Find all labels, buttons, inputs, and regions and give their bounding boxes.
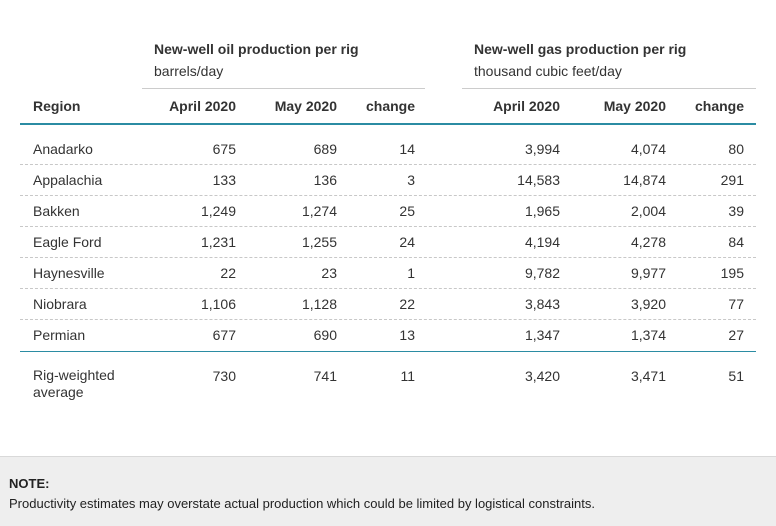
note-label: NOTE: xyxy=(9,476,50,491)
cell-gas-may: 9,977 xyxy=(630,265,666,281)
cell-gas-change: 84 xyxy=(728,234,744,250)
oil-group-header: New-well oil production per rig barrels/… xyxy=(154,40,359,80)
row-separator xyxy=(20,288,756,289)
cell-gas-change: 77 xyxy=(728,296,744,312)
cell-gas-april: 1,965 xyxy=(524,203,560,219)
cell-gas-change: 39 xyxy=(728,203,744,219)
cell-oil-april: 677 xyxy=(212,327,236,343)
average-label-line1: Rig-weighted xyxy=(33,367,115,383)
cell-oil-change: 3 xyxy=(407,172,415,188)
cell-gas-may: 3,920 xyxy=(630,296,666,312)
cell-gas-may: 14,874 xyxy=(623,172,666,188)
gas-group-unit: thousand cubic feet/day xyxy=(474,63,622,79)
cell-region: Haynesville xyxy=(33,265,105,281)
cell-oil-may: 1,255 xyxy=(301,234,337,250)
cell-region: Eagle Ford xyxy=(33,234,102,250)
cell-gas-april: 1,347 xyxy=(524,327,560,343)
cell-region: Anadarko xyxy=(33,141,93,157)
cell-gas-may: 4,278 xyxy=(630,234,666,250)
cell-gas-change: 195 xyxy=(720,265,744,281)
gas-group-title: New-well gas production per rig xyxy=(474,41,687,57)
oil-group-title: New-well oil production per rig xyxy=(154,41,359,57)
cell-oil-april: 1,231 xyxy=(200,234,236,250)
cell-gas-may: 2,004 xyxy=(630,203,666,219)
cell-oil-april: 1,249 xyxy=(200,203,236,219)
cell-region: Bakken xyxy=(33,203,80,219)
column-header-oil-change: change xyxy=(365,98,415,114)
cell-gas-april: 9,782 xyxy=(524,265,560,281)
note-text: Productivity estimates may overstate act… xyxy=(9,496,595,511)
cell-oil-may: 136 xyxy=(313,172,337,188)
cell-oil-may: 1,274 xyxy=(301,203,337,219)
column-header-gas-april: April 2020 xyxy=(493,98,560,114)
cell-oil-change: 25 xyxy=(399,203,415,219)
gas-group-divider xyxy=(462,88,756,89)
cell-gas-may: 4,074 xyxy=(630,141,666,157)
cell-gas-change: 291 xyxy=(720,172,744,188)
cell-oil-april: 1,106 xyxy=(200,296,236,312)
cell-gas-april: 14,583 xyxy=(517,172,560,188)
cell-oil-change: 24 xyxy=(399,234,415,250)
header-divider xyxy=(20,123,756,125)
average-gas-may: 3,471 xyxy=(630,368,666,384)
column-header-gas-may: May 2020 xyxy=(603,98,666,114)
average-divider xyxy=(20,351,756,352)
cell-gas-may: 1,374 xyxy=(630,327,666,343)
cell-gas-change: 27 xyxy=(728,327,744,343)
cell-oil-april: 22 xyxy=(220,265,236,281)
row-separator xyxy=(20,257,756,258)
oil-group-divider xyxy=(142,88,425,89)
cell-oil-may: 23 xyxy=(321,265,337,281)
column-header-region: Region xyxy=(33,98,81,114)
cell-region: Niobrara xyxy=(33,296,87,312)
cell-oil-change: 1 xyxy=(407,265,415,281)
cell-oil-may: 1,128 xyxy=(301,296,337,312)
cell-gas-april: 3,843 xyxy=(524,296,560,312)
cell-gas-change: 80 xyxy=(728,141,744,157)
column-header-oil-april: April 2020 xyxy=(169,98,236,114)
cell-gas-april: 4,194 xyxy=(524,234,560,250)
gas-group-header: New-well gas production per rig thousand… xyxy=(474,40,686,80)
cell-gas-april: 3,994 xyxy=(524,141,560,157)
cell-oil-may: 690 xyxy=(313,327,337,343)
row-separator xyxy=(20,164,756,165)
cell-region: Permian xyxy=(33,327,86,343)
row-separator xyxy=(20,226,756,227)
cell-oil-change: 22 xyxy=(399,296,415,312)
average-oil-change: 11 xyxy=(400,368,415,384)
row-separator xyxy=(20,195,756,196)
average-label-line2: average xyxy=(33,384,84,400)
average-oil-may: 741 xyxy=(313,368,337,384)
average-gas-april: 3,420 xyxy=(524,368,560,384)
cell-oil-change: 13 xyxy=(399,327,415,343)
cell-oil-april: 133 xyxy=(212,172,236,188)
oil-group-unit: barrels/day xyxy=(154,63,224,79)
cell-oil-may: 689 xyxy=(313,141,337,157)
average-gas-change: 51 xyxy=(728,368,744,384)
cell-oil-april: 675 xyxy=(212,141,236,157)
column-header-oil-may: May 2020 xyxy=(274,98,337,114)
column-header-gas-change: change xyxy=(694,98,744,114)
average-row-label: Rig-weighted average xyxy=(33,367,143,401)
row-separator xyxy=(20,319,756,320)
cell-region: Appalachia xyxy=(33,172,103,188)
average-oil-april: 730 xyxy=(212,368,236,384)
cell-oil-change: 14 xyxy=(399,141,415,157)
note-footer: NOTE: Productivity estimates may oversta… xyxy=(0,456,776,526)
